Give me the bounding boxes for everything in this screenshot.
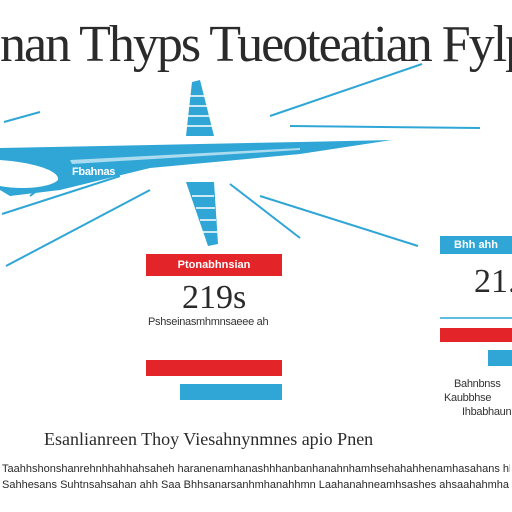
lower-wing [186, 182, 218, 246]
left-stat-label: Ptonabhnsian [177, 259, 251, 271]
footer-paragraph-line-1: Taahhshonshanrehnhhahhahsaheh haranenamh… [2, 463, 510, 475]
left-stat-value: 219s [182, 279, 247, 316]
right-stat-caption-3: Ihbabhaun [462, 406, 512, 418]
left-stat-caption: Pshseinasmhmnsaeee ah [148, 316, 269, 328]
fuselage-text: Fbahnas [72, 166, 116, 178]
right-blue-bar [488, 350, 512, 366]
speed-line [3, 111, 41, 123]
left-stat-label-bar [146, 254, 282, 276]
speed-line [1, 175, 121, 215]
upper-wing [186, 80, 214, 136]
speed-line [259, 195, 419, 247]
footer-subtitle: Esanlianreen Thoy Viesahnynmnes apio Pne… [44, 429, 374, 449]
left-blue-bar [180, 384, 282, 400]
right-stat-label: Bhh ahh [454, 239, 498, 251]
page-title: nan Thyps Tueoteatian Fylp [0, 16, 512, 73]
right-stat-value: 21. [474, 263, 512, 300]
speed-line [289, 125, 481, 129]
right-red-bar [440, 328, 512, 342]
speed-line [5, 189, 151, 267]
speed-line [269, 63, 423, 117]
right-stat-caption-2: Kaubbhse [444, 392, 492, 404]
fuselage [0, 140, 392, 196]
footer-paragraph-line-2: Sahhesans Suhtnsahsahan ahh Saa Bhhsanar… [2, 479, 510, 491]
left-red-bar [146, 360, 282, 376]
right-stat-caption-1: Bahnbnss [454, 378, 501, 390]
right-stat-label-bar [440, 236, 512, 254]
speed-lines [1, 63, 481, 267]
speed-line [229, 183, 301, 239]
